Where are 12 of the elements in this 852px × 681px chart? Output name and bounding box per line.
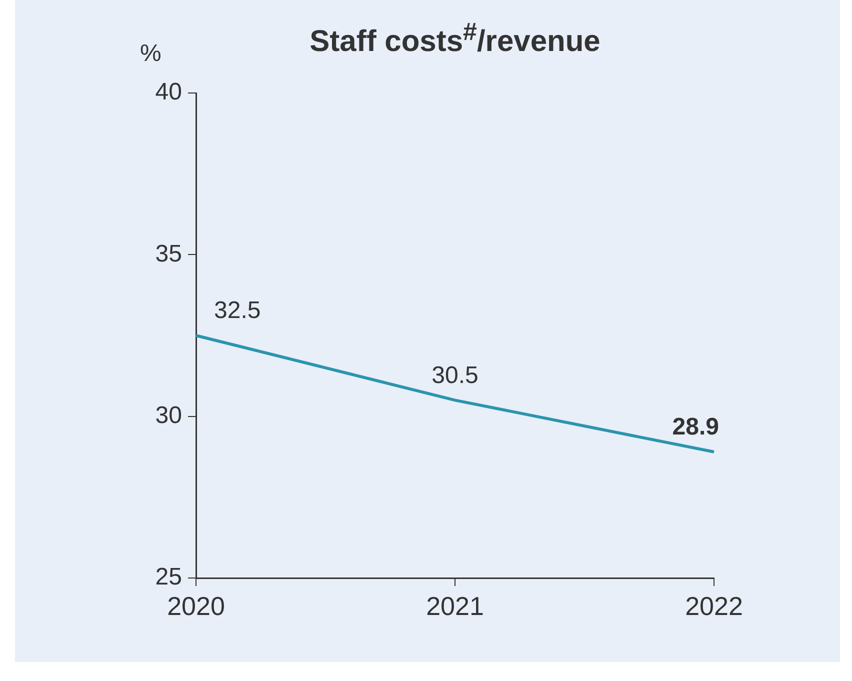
y-axis-title: % (140, 40, 162, 68)
chart-title: Staff costs$^{#}$/revenue (308, 18, 602, 59)
x-tick-label: 2021 (426, 590, 484, 621)
data-label: 28.9 (672, 414, 719, 441)
data-label: 30.5 (432, 362, 478, 389)
y-tick-label: 30 (155, 402, 182, 429)
x-tick-label: 2022 (685, 590, 743, 621)
x-tick-label: 2020 (167, 590, 225, 621)
data-label: 32.5 (214, 297, 261, 324)
y-tick-label: 25 (155, 564, 182, 591)
y-tick-label: 40 (155, 78, 182, 106)
y-tick-label: 35 (155, 240, 182, 268)
